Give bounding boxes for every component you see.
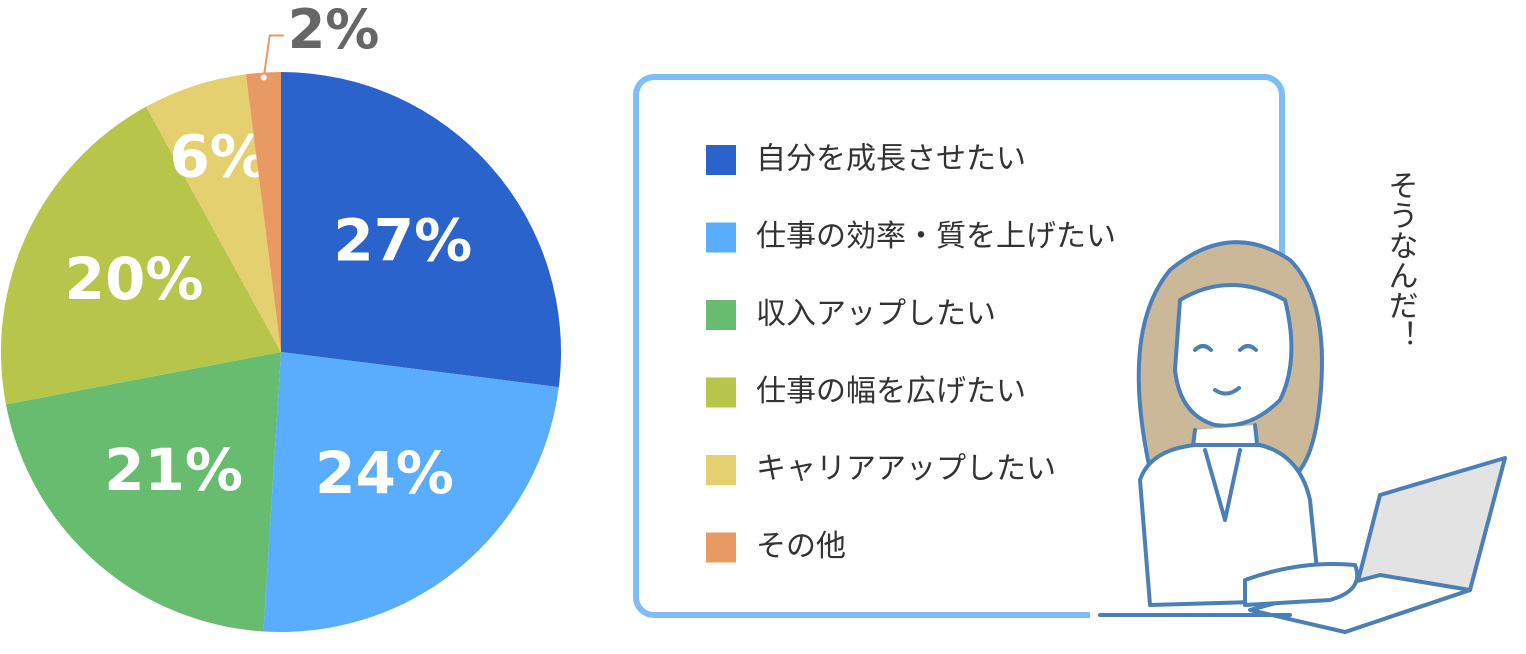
legend-swatch: [706, 300, 736, 330]
leader-dot: [258, 72, 269, 83]
pie-slice: [146, 74, 281, 352]
legend-label: その他: [756, 529, 846, 564]
legend-swatch: [706, 377, 736, 408]
value-label: 27%: [333, 207, 472, 275]
pie-slice: [281, 72, 561, 388]
illustration: [1090, 240, 1507, 654]
value-label: 24%: [315, 439, 454, 507]
legend-label: 仕事の効率・質を上げたい: [756, 219, 1116, 254]
legend-label: 仕事の幅を広げたい: [756, 374, 1026, 409]
legend-swatch: [706, 455, 736, 485]
legend-swatch: [706, 145, 736, 175]
value-label: 20%: [65, 245, 204, 313]
legend-label: 自分を成長させたい: [756, 142, 1026, 177]
value-label: 21%: [104, 436, 243, 504]
legend-label: 収入アップしたい: [756, 297, 996, 332]
pie-slice: [0, 106, 281, 405]
legend-swatch: [706, 532, 736, 563]
pie-slice: [5, 352, 282, 632]
legend-label: キャリアアップしたい: [756, 452, 1056, 487]
legend-swatch: [706, 222, 736, 253]
value-label: 6%: [169, 122, 267, 190]
value-label: 2%: [288, 0, 380, 61]
pie-slice: [263, 352, 559, 633]
leader-line: [262, 34, 284, 78]
annotation: そうなんだ！: [1383, 170, 1418, 350]
pie-slice: [245, 72, 281, 352]
